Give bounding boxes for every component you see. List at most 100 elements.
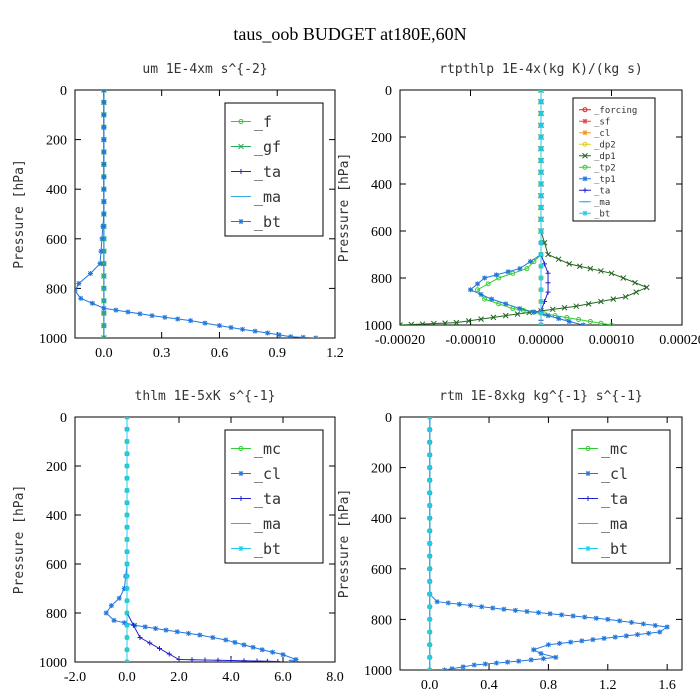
y-tick-label: 400 — [46, 509, 67, 524]
y-tick-label: 0 — [60, 84, 67, 99]
data-point — [137, 311, 143, 317]
data-point — [252, 328, 258, 334]
data-point — [99, 236, 105, 242]
data-point — [101, 161, 107, 167]
data-point — [610, 296, 617, 303]
data-point — [538, 193, 544, 199]
legend-marker — [585, 446, 591, 451]
data-point — [531, 647, 537, 653]
data-point — [101, 174, 107, 180]
data-point — [76, 280, 82, 286]
series-bt — [75, 90, 319, 338]
data-point — [576, 263, 583, 270]
data-point — [101, 199, 107, 205]
data-point — [101, 211, 107, 217]
data-point — [157, 646, 162, 652]
legend-label: _f — [254, 113, 272, 131]
data-point — [442, 320, 448, 325]
data-point — [241, 642, 247, 648]
data-point — [124, 488, 130, 493]
data-point — [427, 477, 433, 483]
legend-marker — [582, 187, 588, 193]
data-point — [250, 644, 256, 650]
data-point — [608, 270, 615, 277]
data-point — [97, 261, 103, 267]
plot-frame — [74, 89, 336, 339]
data-point — [623, 633, 629, 639]
data-point — [124, 463, 130, 469]
series-line — [75, 90, 316, 338]
data-point — [540, 656, 546, 662]
data-point — [223, 637, 229, 643]
data-point — [545, 313, 551, 319]
data-point — [270, 649, 276, 655]
x-tick-label: 0.9 — [268, 346, 286, 361]
data-point — [629, 619, 635, 625]
data-point — [75, 288, 78, 294]
panel-title: thlm 1E-5xK s^{-1} — [135, 389, 276, 404]
data-point — [125, 309, 131, 315]
legend-label: _bt — [254, 213, 281, 231]
data-point — [166, 651, 172, 657]
data-point — [528, 657, 534, 663]
data-point — [598, 298, 604, 305]
y-tick-label: 1000 — [364, 664, 392, 679]
data-point — [445, 600, 451, 606]
data-point — [101, 99, 107, 105]
data-point — [505, 269, 511, 275]
data-point — [427, 629, 433, 635]
data-point — [300, 334, 306, 338]
y-tick-label: 200 — [371, 462, 392, 477]
data-point — [427, 591, 433, 597]
data-point — [87, 271, 93, 277]
data-point — [609, 322, 614, 325]
x-tick-label: 0.00010 — [589, 333, 635, 348]
data-point — [216, 323, 222, 329]
legend: _mc _cl _ta _ma _bt — [571, 429, 671, 564]
data-point — [275, 659, 281, 662]
series-group — [400, 90, 650, 325]
data-point — [538, 299, 544, 304]
data-point — [111, 617, 117, 623]
data-point — [545, 251, 551, 258]
data-point — [538, 240, 544, 246]
data-point — [538, 252, 544, 257]
data-point — [538, 310, 544, 316]
data-point — [116, 595, 122, 601]
series-tp1 — [468, 90, 586, 325]
x-tick-label: 4.0 — [222, 670, 240, 685]
chart-panel-1: um 1E-4xm s^{-2} Pressure [hPa] 0.0 0.3 0.6 0… — [12, 62, 344, 361]
data-point — [427, 417, 433, 420]
data-point — [587, 318, 593, 324]
x-tick-label: 0.6 — [211, 346, 229, 361]
legend-label: _mc — [601, 440, 628, 458]
data-point — [101, 186, 107, 192]
data-point — [496, 275, 502, 281]
data-point — [427, 616, 433, 622]
data-point — [175, 316, 181, 322]
data-point — [664, 624, 670, 630]
legend: _forcing_sf _cl_dp2 _dp1_tp2 _tp1_ta _ma_bt — [572, 97, 656, 222]
legend-box — [572, 97, 656, 222]
y-tick-label: 400 — [371, 178, 392, 193]
data-point — [427, 528, 433, 534]
data-point — [137, 635, 143, 640]
data-point — [149, 313, 155, 319]
legend-label: _ma — [254, 188, 281, 206]
data-point — [186, 630, 192, 636]
data-point — [78, 295, 84, 301]
data-point — [427, 654, 433, 660]
data-point — [553, 654, 559, 660]
data-point — [232, 639, 238, 645]
data-point — [556, 316, 562, 322]
chart-panel-3: thlm 1E-5xK s^{-1} Pressure [hPa] -2.0 0.0 2… — [12, 389, 344, 685]
data-point — [601, 635, 607, 641]
data-point — [121, 586, 127, 591]
data-point — [482, 296, 488, 302]
data-point — [427, 439, 433, 445]
data-point — [617, 618, 623, 624]
data-point — [538, 228, 544, 234]
data-point — [427, 452, 433, 458]
legend-label: _tp1 — [594, 175, 616, 185]
data-point — [493, 272, 499, 278]
